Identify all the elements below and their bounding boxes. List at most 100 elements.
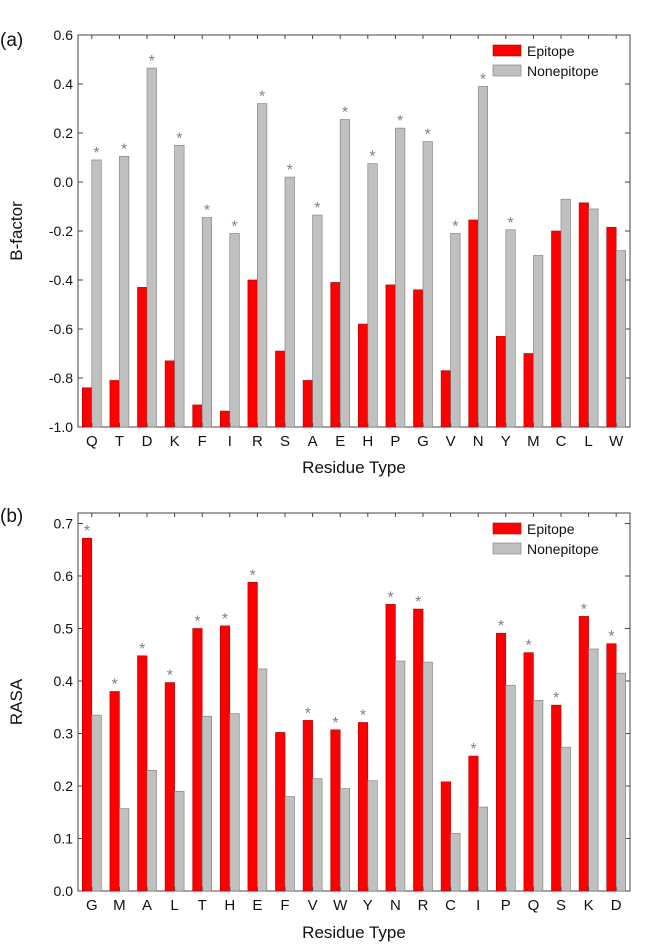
bar-epitope — [192, 628, 203, 892]
y-tick-label: 0.4 — [54, 76, 74, 92]
bar-epitope — [413, 608, 424, 892]
bar-nonepitope — [367, 163, 378, 428]
bar-epitope — [220, 410, 231, 428]
x-tick-label: V — [308, 897, 318, 914]
legend: Epitope Nonepitope — [492, 43, 599, 79]
significance-asterisk: * — [84, 523, 90, 540]
y-tick-label: 0.2 — [54, 125, 74, 141]
x-tick-label: G — [417, 433, 429, 450]
bar-nonepitope — [588, 648, 599, 892]
bar-nonepitope — [422, 141, 433, 428]
x-tick-label: L — [584, 433, 592, 450]
x-tick-label: E — [252, 897, 262, 914]
bar-epitope — [137, 287, 148, 428]
x-tick-label: M — [113, 897, 126, 914]
bar-epitope — [495, 632, 507, 892]
x-tick-label: I — [228, 433, 232, 450]
x-tick-label: N — [473, 433, 484, 450]
bar-nonepitope — [174, 790, 185, 892]
significance-asterisk: * — [425, 127, 431, 144]
x-tick-label: Q — [86, 433, 98, 450]
significance-asterisk: * — [397, 113, 403, 130]
x-axis-label: Residue Type — [302, 923, 406, 942]
significance-asterisk: * — [231, 218, 237, 235]
bar-nonepitope — [560, 746, 571, 892]
bar-nonepitope — [367, 780, 378, 892]
x-tick-label: W — [609, 433, 624, 450]
y-tick-label: 0.6 — [54, 27, 74, 43]
significance-asterisk: * — [388, 589, 394, 606]
significance-asterisk: * — [581, 601, 587, 618]
y-tick-label: 0.0 — [54, 174, 74, 190]
bar-nonepitope — [533, 700, 544, 892]
panel-label: (b) — [0, 506, 23, 527]
significance-asterisk: * — [507, 215, 513, 232]
y-tick-label: -0.8 — [49, 370, 73, 386]
bar-nonepitope — [119, 155, 130, 428]
significance-asterisk: * — [149, 53, 155, 70]
significance-asterisk: * — [415, 594, 421, 611]
significance-asterisk: * — [194, 614, 200, 631]
significance-asterisk: * — [369, 149, 375, 166]
bar-nonepitope — [505, 684, 516, 892]
x-tick-label: I — [476, 897, 480, 914]
bar-epitope — [551, 704, 562, 892]
x-tick-label: G — [86, 897, 98, 914]
bar-nonepitope — [312, 214, 323, 428]
significance-asterisk: * — [452, 218, 458, 235]
legend-swatch-nonepitope — [492, 542, 522, 555]
significance-asterisk: * — [93, 145, 99, 162]
bar-epitope — [247, 279, 258, 428]
bar-epitope — [164, 682, 175, 892]
bar-nonepitope — [257, 668, 268, 892]
significance-asterisk: * — [470, 741, 476, 758]
significance-asterisk: * — [342, 105, 348, 122]
x-tick-label: R — [252, 433, 263, 450]
significance-asterisk: * — [608, 629, 614, 646]
bar-epitope — [468, 755, 479, 892]
legend-swatch-epitope — [492, 522, 522, 535]
bar-nonepitope — [91, 159, 102, 428]
y-tick-label: 0.4 — [54, 673, 74, 689]
bar-nonepitope — [422, 661, 433, 892]
x-tick-label: T — [198, 897, 207, 914]
x-tick-label: F — [198, 433, 207, 450]
bar-epitope — [275, 350, 286, 428]
bar-epitope — [302, 720, 313, 892]
bar-nonepitope — [477, 806, 489, 892]
bar-epitope — [357, 722, 369, 892]
x-tick-label: L — [170, 897, 178, 914]
bar-nonepitope — [560, 198, 571, 428]
x-tick-label: S — [280, 433, 290, 450]
x-tick-label: N — [390, 897, 401, 914]
y-tick-label: 0.6 — [54, 568, 74, 584]
x-tick-label: K — [170, 433, 180, 450]
bar-epitope — [164, 360, 175, 428]
bar-epitope — [495, 336, 507, 428]
significance-asterisk: * — [480, 71, 486, 88]
bar-epitope — [413, 289, 424, 428]
bar-epitope — [523, 652, 534, 892]
x-tick-label: C — [556, 433, 567, 450]
plot-frame — [77, 512, 631, 892]
x-tick-label: P — [390, 433, 400, 450]
y-tick-label: -0.4 — [49, 272, 73, 288]
significance-asterisk: * — [526, 638, 532, 655]
bar-epitope — [440, 370, 451, 428]
x-tick-label: R — [418, 897, 429, 914]
x-tick-label: K — [584, 897, 594, 914]
significance-asterisk: * — [121, 141, 127, 158]
y-tick-label: 0.5 — [54, 621, 74, 637]
bar-nonepitope — [229, 233, 240, 428]
x-tick-label: F — [280, 897, 289, 914]
bar-nonepitope — [229, 713, 240, 892]
legend-label: Epitope — [527, 521, 575, 537]
significance-asterisk: * — [553, 690, 559, 707]
significance-asterisk: * — [259, 89, 265, 106]
x-tick-label: H — [224, 897, 235, 914]
bar-epitope — [385, 604, 396, 892]
x-tick-label: T — [115, 433, 124, 450]
x-tick-label: Y — [363, 897, 373, 914]
x-tick-label: D — [611, 897, 622, 914]
